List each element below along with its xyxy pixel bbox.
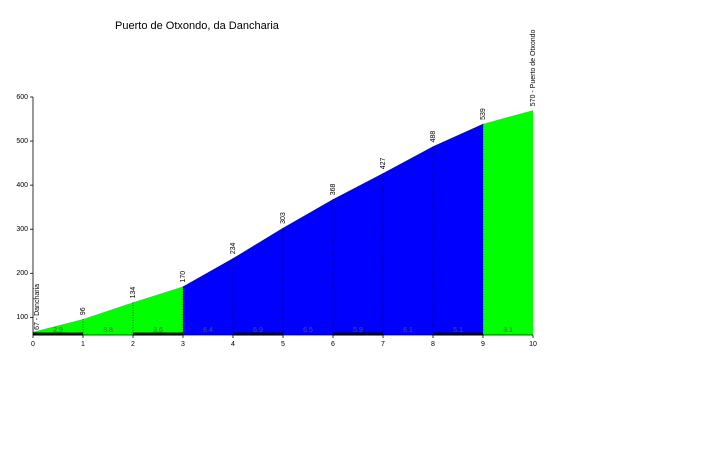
y-tick-label: 100 (16, 314, 28, 321)
chart-title: Puerto de Otxondo, da Dancharia (115, 20, 280, 32)
segment-area (233, 227, 283, 335)
x-tick-label: 6 (331, 341, 335, 348)
x-tick-label: 2 (131, 341, 135, 348)
gradient-label: 5.1 (453, 327, 463, 334)
segment-area (83, 302, 133, 335)
y-tick-label: 600 (16, 94, 28, 101)
x-tick-label: 7 (381, 341, 385, 348)
x-tick-label: 8 (431, 341, 435, 348)
y-tick-label: 400 (16, 182, 28, 189)
elevation-label: 96 (80, 307, 87, 315)
elevation-label: 488 (430, 131, 437, 143)
segment-area (333, 173, 383, 335)
elevation-label: 170 (180, 271, 187, 283)
segment-area (33, 319, 83, 335)
gradient-label: 5.9 (353, 327, 363, 334)
x-tick-label: 0 (31, 341, 35, 348)
gradient-label: 3.1 (503, 327, 513, 334)
segment-area (283, 199, 333, 335)
segment-area (133, 286, 183, 335)
elevation-label: 234 (230, 243, 237, 255)
elevation-label: 539 (480, 108, 487, 120)
x-tick-label: 9 (481, 341, 485, 348)
elevation-label: 427 (380, 157, 387, 169)
elevation-label: 368 (330, 183, 337, 195)
gradient-label: 6.4 (203, 327, 213, 334)
x-tick-label: 5 (281, 341, 285, 348)
y-tick-label: 500 (16, 138, 28, 145)
segment-area (433, 123, 483, 335)
x-tick-label: 4 (231, 341, 235, 348)
segment-area (183, 258, 233, 335)
x-tick-label: 1 (81, 341, 85, 348)
y-tick-label: 200 (16, 270, 28, 277)
gradient-label: 3.8 (103, 327, 113, 334)
x-tick-label: 3 (181, 341, 185, 348)
gradient-label: 6.1 (403, 327, 413, 334)
gradient-label: 2.9 (53, 327, 63, 334)
elevation-label: 67 - Dancharia (34, 284, 41, 330)
elevation-label: 134 (130, 287, 137, 299)
gradient-label: 3.6 (153, 327, 163, 334)
elevation-label: 570 - Puerto de Otxondo (530, 29, 537, 106)
y-tick-label: 300 (16, 226, 28, 233)
gradient-label: 6.9 (253, 327, 263, 334)
gradient-label: 6.5 (303, 327, 313, 334)
segment-area (483, 110, 533, 335)
x-tick-label: 10 (529, 341, 537, 348)
elevation-label: 303 (280, 212, 287, 224)
segment-area (383, 146, 433, 335)
